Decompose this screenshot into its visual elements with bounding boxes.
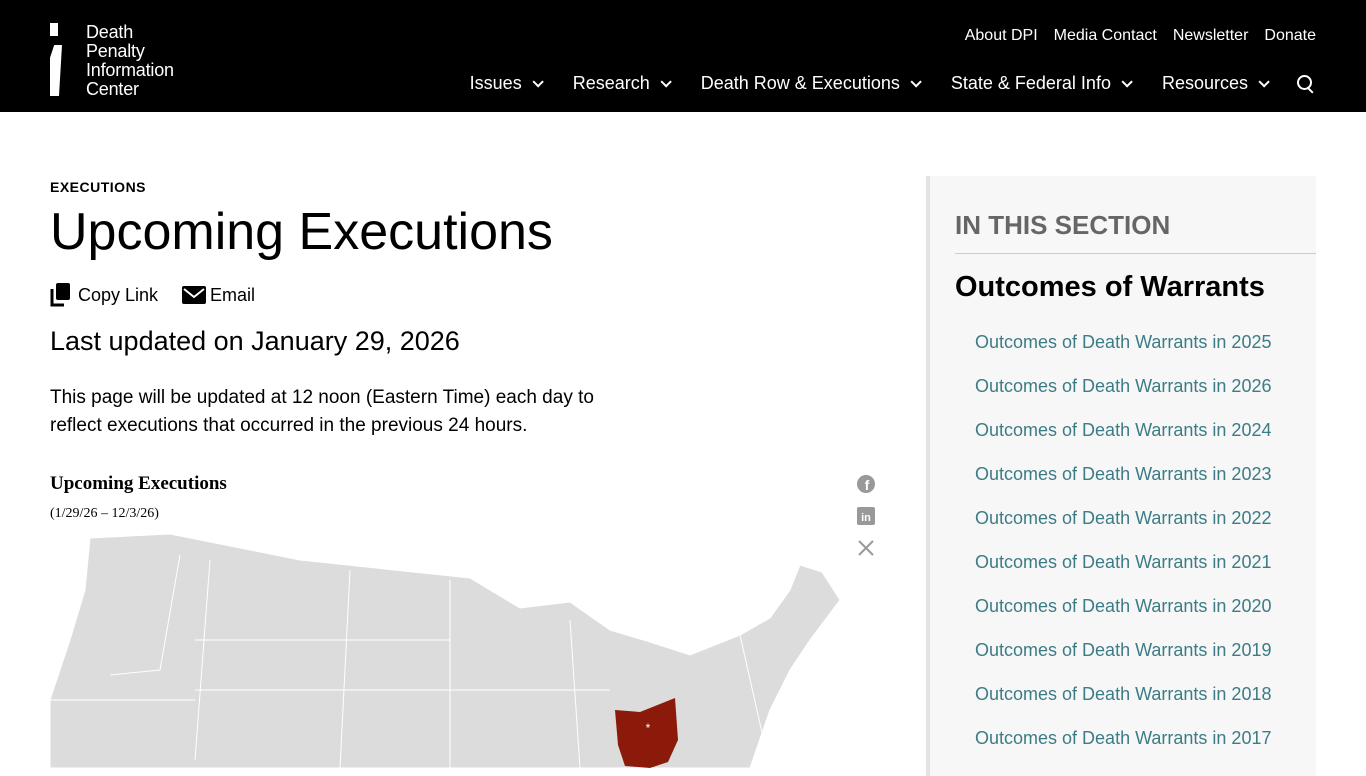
search-icon[interactable] — [1296, 74, 1316, 94]
sidebar-heading[interactable]: Outcomes of Warrants — [955, 271, 1265, 303]
divider — [955, 253, 1316, 254]
last-updated: Last updated on January 29, 2026 — [50, 326, 460, 356]
logo-text: Center — [86, 79, 139, 99]
donate-link[interactable]: Donate — [1264, 27, 1316, 44]
facebook-icon[interactable]: f — [856, 474, 876, 494]
sidebar-link[interactable]: Outcomes of Death Warrants in 2021 — [975, 552, 1272, 572]
us-map-states — [50, 533, 841, 768]
linkedin-icon[interactable]: in — [856, 506, 876, 526]
sidebar-link[interactable]: Outcomes of Death Warrants in 2017 — [975, 728, 1272, 748]
share-tools: Copy Link Email — [50, 283, 279, 307]
state-borders — [50, 554, 771, 768]
nav-label: Research — [572, 73, 650, 93]
nav-state-federal[interactable]: State & Federal Info — [950, 73, 1133, 94]
nav-death-row[interactable]: Death Row & Executions — [700, 73, 922, 94]
newsletter-link[interactable]: Newsletter — [1172, 27, 1249, 44]
chevron-down-icon — [1121, 75, 1133, 88]
update-note: This page will be updated at 12 noon (Ea… — [50, 387, 594, 436]
section-label: IN THIS SECTION — [955, 210, 1171, 240]
sidebar-link[interactable]: Outcomes of Death Warrants in 2022 — [975, 508, 1272, 528]
logo[interactable]: Death Penalty Information Center — [50, 23, 174, 99]
svg-text:f: f — [865, 477, 870, 493]
chevron-down-icon — [532, 75, 544, 88]
sidebar-link[interactable]: Outcomes of Death Warrants in 2019 — [975, 640, 1272, 660]
logo-text: Information — [86, 60, 174, 80]
chevron-down-icon — [660, 75, 672, 88]
nav-label: Issues — [469, 73, 522, 93]
copy-link-button[interactable]: Copy Link — [50, 283, 158, 307]
sidebar-link[interactable]: Outcomes of Death Warrants in 2024 — [975, 420, 1272, 440]
us-map: * — [50, 533, 841, 768]
nav-research[interactable]: Research — [572, 73, 672, 94]
eyebrow[interactable]: EXECUTIONS — [50, 179, 147, 195]
site-header: Death Penalty Information Center About D… — [0, 0, 1366, 112]
chevron-down-icon — [1258, 75, 1270, 88]
main-nav: Issues Research Death Row & Executions S… — [437, 73, 1316, 94]
envelope-icon — [182, 286, 207, 304]
ohio-state[interactable] — [615, 698, 678, 768]
x-icon[interactable] — [856, 538, 876, 558]
utility-nav: About DPI Media Contact Newsletter Donat… — [965, 27, 1316, 45]
logo-mark-icon — [50, 23, 64, 96]
sidebar-link[interactable]: Outcomes of Death Warrants in 2018 — [975, 684, 1272, 704]
page-title: Upcoming Executions — [50, 203, 553, 261]
sidebar-link[interactable]: Outcomes of Death Warrants in 2025 — [975, 332, 1272, 352]
execution-marker: * — [646, 721, 651, 735]
chevron-down-icon — [910, 75, 922, 88]
map-subtitle: (1/29/26 – 12/3/26) — [50, 506, 159, 521]
email-label: Email — [210, 284, 256, 305]
media-contact-link[interactable]: Media Contact — [1053, 27, 1157, 44]
nav-resources[interactable]: Resources — [1161, 73, 1270, 94]
copy-icon — [50, 283, 70, 307]
svg-text:in: in — [861, 512, 871, 524]
logo-text: Penalty — [86, 41, 145, 61]
sidebar-link[interactable]: Outcomes of Death Warrants in 2020 — [975, 596, 1272, 616]
email-button[interactable]: Email — [182, 285, 255, 306]
nav-label: Resources — [1161, 73, 1248, 93]
section-sidebar: IN THIS SECTION Outcomes of Warrants Out… — [926, 176, 1316, 776]
sidebar-link[interactable]: Outcomes of Death Warrants in 2026 — [975, 376, 1272, 396]
map-title: Upcoming Executions — [50, 473, 227, 494]
nav-label: State & Federal Info — [950, 73, 1111, 93]
logo-text: Death — [86, 22, 134, 42]
sidebar-link[interactable]: Outcomes of Death Warrants in 2023 — [975, 464, 1272, 484]
copy-link-label: Copy Link — [78, 284, 159, 305]
nav-label: Death Row & Executions — [700, 73, 900, 93]
about-link[interactable]: About DPI — [964, 27, 1038, 44]
nav-issues[interactable]: Issues — [469, 73, 544, 94]
